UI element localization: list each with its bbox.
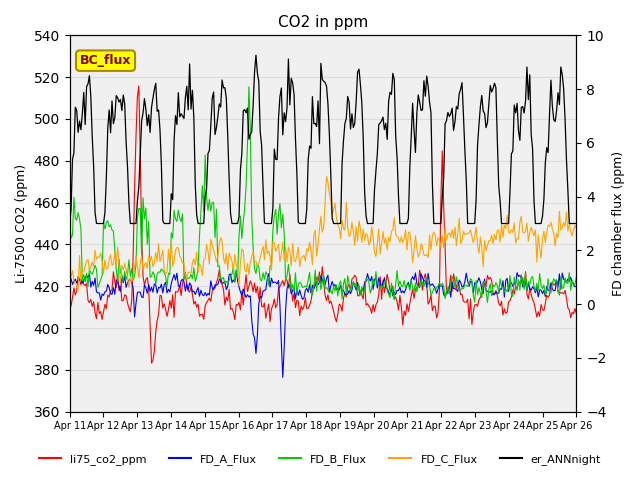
er_ANNnight (66, 221, 74, 227)
li75_co2_ppm (573, 311, 580, 316)
FD_B_Flux (547, 290, 555, 296)
Line: er_ANNnight: er_ANNnight (70, 55, 577, 224)
FD_C_Flux (244, 261, 252, 266)
FD_A_Flux (244, 292, 252, 298)
Line: FD_B_Flux: FD_B_Flux (70, 87, 577, 302)
FD_A_Flux (547, 280, 555, 286)
FD_B_Flux (217, 276, 225, 282)
FD_C_Flux (74, 288, 82, 293)
FD_B_Flux (128, 266, 136, 272)
FD_B_Flux (573, 274, 580, 279)
FD_C_Flux (129, 275, 137, 281)
FD_C_Flux (218, 238, 226, 243)
FD_C_Flux (66, 275, 74, 281)
er_ANNnight (546, 111, 554, 117)
er_ANNnight (128, 221, 136, 227)
FD_A_Flux (128, 279, 136, 285)
li75_co2_ppm (237, 307, 244, 312)
FD_B_Flux (245, 84, 253, 90)
Y-axis label: FD chamber flux (ppm): FD chamber flux (ppm) (612, 151, 625, 296)
er_ANNnight (573, 221, 580, 227)
Title: CO2 in ppm: CO2 in ppm (278, 15, 368, 30)
FD_A_Flux (66, 281, 74, 287)
li75_co2_ppm (547, 282, 555, 288)
Line: FD_A_Flux: FD_A_Flux (70, 272, 577, 377)
li75_co2_ppm (148, 360, 156, 366)
er_ANNnight (289, 80, 296, 86)
FD_A_Flux (279, 374, 287, 380)
FD_A_Flux (573, 284, 580, 289)
er_ANNnight (217, 104, 225, 110)
FD_A_Flux (217, 276, 225, 281)
FD_B_Flux (484, 300, 492, 305)
li75_co2_ppm (220, 287, 227, 292)
Line: FD_C_Flux: FD_C_Flux (70, 177, 577, 290)
FD_A_Flux (235, 284, 243, 290)
er_ANNnight (242, 110, 250, 116)
FD_C_Flux (573, 226, 580, 231)
FD_C_Flux (547, 219, 555, 225)
FD_A_Flux (232, 269, 240, 275)
FD_C_Flux (235, 283, 243, 288)
FD_B_Flux (66, 222, 74, 228)
li75_co2_ppm (245, 284, 253, 289)
li75_co2_ppm (66, 302, 74, 308)
FD_C_Flux (289, 240, 296, 246)
Text: BC_flux: BC_flux (80, 54, 131, 67)
er_ANNnight (234, 221, 241, 227)
FD_B_Flux (242, 183, 250, 189)
Y-axis label: Li-7500 CO2 (ppm): Li-7500 CO2 (ppm) (15, 164, 28, 283)
FD_B_Flux (289, 282, 296, 288)
li75_co2_ppm (290, 290, 298, 296)
FD_B_Flux (234, 274, 241, 280)
FD_A_Flux (290, 285, 298, 291)
Line: li75_co2_ppm: li75_co2_ppm (70, 86, 577, 363)
er_ANNnight (252, 52, 260, 58)
Legend: li75_co2_ppm, FD_A_Flux, FD_B_Flux, FD_C_Flux, er_ANNnight: li75_co2_ppm, FD_A_Flux, FD_B_Flux, FD_C… (35, 450, 605, 469)
FD_C_Flux (323, 174, 330, 180)
li75_co2_ppm (128, 297, 136, 303)
li75_co2_ppm (135, 83, 143, 89)
